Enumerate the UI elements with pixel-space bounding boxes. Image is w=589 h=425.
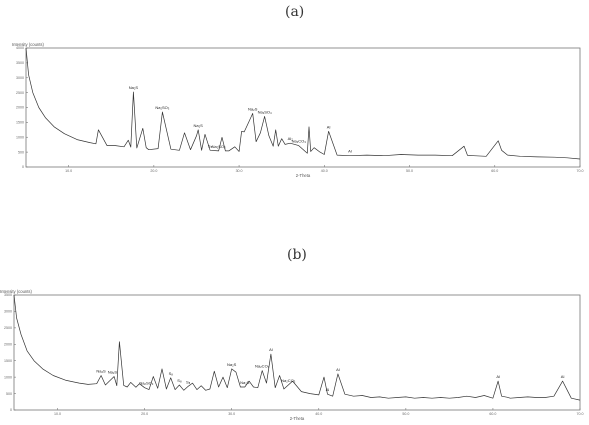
peak-annotation-a-6: Na₂SO₄ [258,109,272,114]
peak-annotation-b-10: Na₂CO₃ [281,378,296,383]
y-tick-label-b-2: 1000 [4,375,12,379]
peak-annotation-b-11: Al [326,387,330,392]
x-tick-label-b-2: 30.0 [228,412,235,416]
x-axis-label-a: 2-Theta [296,173,311,178]
x-tick-label-b-0: 10.0 [54,412,61,416]
x-tick-label-b-4: 50.0 [402,412,409,416]
peak-annotation-a-7: Al₂ [288,136,294,141]
y-tick-label-a-0: 0 [22,165,24,169]
peak-annotation-b-14: Al [561,374,565,379]
peak-annotation-b-2: Na₂SO₃ [139,381,153,386]
panel-label-b: (b) [287,247,307,263]
y-tick-label-a-5: 2500 [16,91,24,95]
panel-label-a: (a) [285,4,305,20]
plot-frame-b [13,294,581,411]
peak-annotation-b-13: Al [496,374,500,379]
y-tick-label-a-7: 3500 [16,61,24,65]
peak-annotation-a-2: Na₂S [193,123,203,128]
y-tick-label-b-5: 2500 [4,326,12,330]
y-tick-label-b-3: 1500 [4,359,12,363]
peak-annotation-a-0: Na₂S [129,85,139,90]
peak-annotation-b-0: Na₂S [96,369,106,374]
diffraction-trace-a [25,47,581,160]
peak-annotation-a-5: Na₂S [248,106,258,111]
y-tick-label-b-6: 3000 [4,310,12,314]
peak-annotation-b-3: S₈ [169,371,174,376]
y-tick-label-a-1: 500 [18,150,24,154]
y-tick-label-a-2: 1000 [16,135,24,139]
peak-annotation-b-5: S₈ [186,379,191,384]
x-tick-label-a-0: 10.0 [65,169,72,173]
y-tick-label-b-0: 0 [10,408,12,412]
diffraction-trace-b [13,294,581,401]
y-tick-label-a-8: 4000 [16,46,24,50]
x-tick-label-b-1: 20.0 [141,412,148,416]
x-tick-label-b-5: 60.0 [489,412,496,416]
y-axis-label-b: Intensity (counts) [0,289,32,294]
x-tick-label-b-3: 40.0 [315,412,322,416]
x-tick-label-a-1: 20.0 [150,169,157,173]
x-tick-label-a-6: 70.0 [577,169,584,173]
peak-annotation-b-4: S₈ [177,378,182,383]
peak-annotation-a-8: Na₂CO₃ [292,139,307,144]
peak-annotation-b-7: Na₂S [240,380,250,385]
x-tick-label-b-6: 70.0 [577,412,584,416]
y-tick-label-b-1: 500 [6,392,12,396]
y-tick-label-a-6: 3000 [16,76,24,80]
y-tick-label-a-3: 1500 [16,121,24,125]
peak-annotation-b-9: Al [269,347,273,352]
x-axis-label-b: 2-Theta [290,416,305,421]
peak-annotation-b-12: Al [336,367,340,372]
x-tick-label-a-2: 30.0 [236,169,243,173]
y-tick-label-b-4: 2000 [4,342,12,346]
peak-annotation-b-6: Na₂S [227,362,237,367]
y-axis-label-a: Intensity (counts) [12,42,44,47]
peak-annotation-a-9: Al [327,124,331,129]
peak-annotation-a-10: Al [348,149,352,154]
x-tick-label-a-3: 40.0 [321,169,328,173]
x-tick-label-a-4: 50.0 [406,169,413,173]
peak-annotation-b-1: Na₂S [108,369,118,374]
y-tick-label-b-7: 3500 [4,293,12,297]
peak-annotation-a-3: S₈ [208,143,213,148]
y-tick-label-a-4: 2000 [16,106,24,110]
peak-annotation-b-8: Na₂CO₃ [255,364,270,369]
peak-annotation-a-1: Na₂SO₃ [155,105,169,110]
x-tick-label-a-5: 60.0 [491,169,498,173]
peak-annotation-a-4: Na₂SO₃ [212,144,226,149]
